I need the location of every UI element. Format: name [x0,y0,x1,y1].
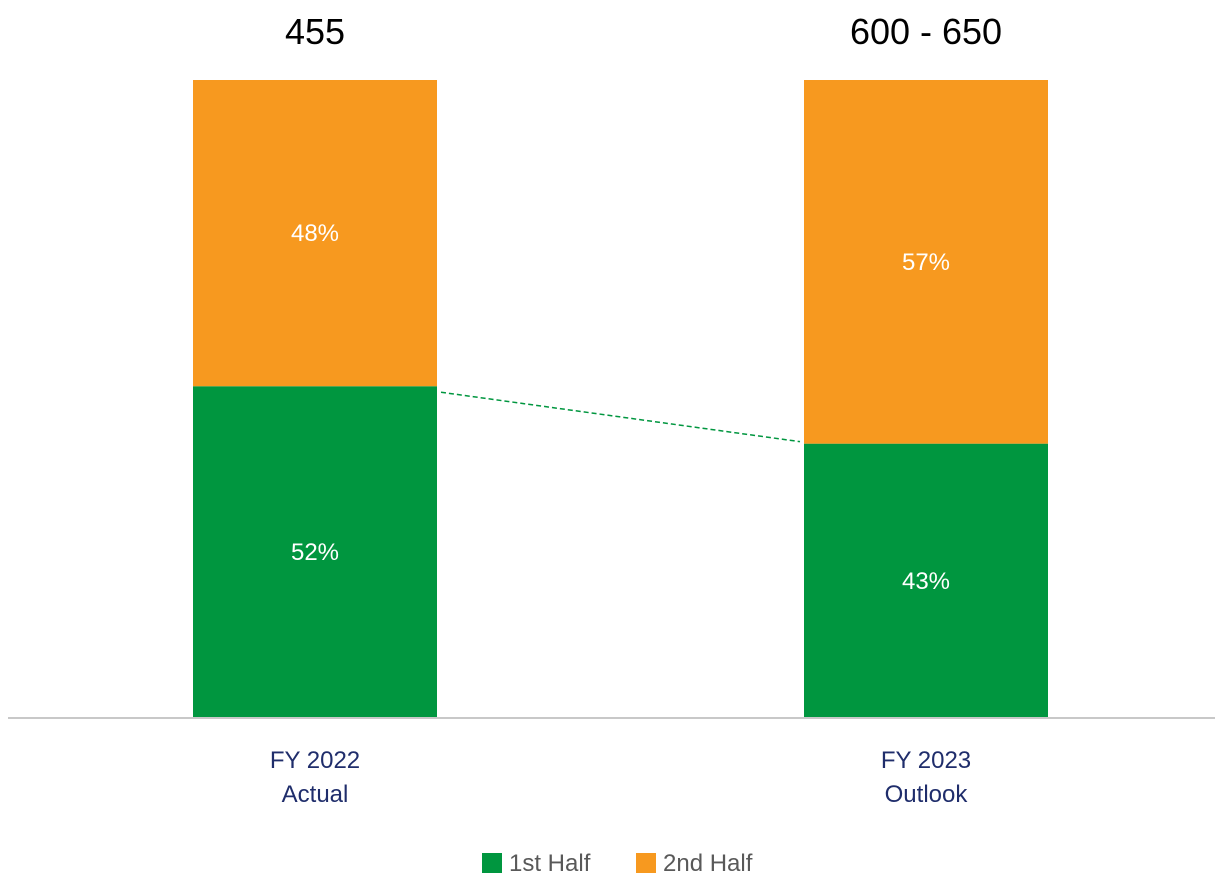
bars-group [193,80,1048,718]
segment-labels-group: 52% 48% 43% 57% [291,220,950,595]
legend-swatch [636,853,656,873]
bar-segment-first-half-2 [804,443,1048,718]
category-labels-group: FY 2022 Actual FY 2023 Outlook [270,747,971,808]
data-label: 57% [902,249,950,276]
data-label: 43% [902,568,950,595]
bar-segment-second-half-1 [193,80,437,387]
bar-segment-second-half-2 [804,80,1048,444]
category-label: FY 2023 [881,747,971,774]
legend-label: 1st Half [509,850,591,875]
bar-total-label: 600 - 650 [850,11,1002,52]
category-label: FY 2022 [270,747,360,774]
bar-total-label: 455 [285,11,345,52]
bar-segment-first-half-1 [193,386,437,718]
data-label: 52% [291,539,339,566]
category-label: Actual [282,781,349,808]
data-label: 48% [291,220,339,247]
connectors-group [440,391,801,443]
legend-swatch [482,853,502,873]
legend: 1st Half 2nd Half [482,850,753,875]
category-label: Outlook [885,781,969,808]
connector-line [440,391,801,443]
totals-group: 455 600 - 650 [285,11,1002,52]
legend-label: 2nd Half [663,850,753,875]
